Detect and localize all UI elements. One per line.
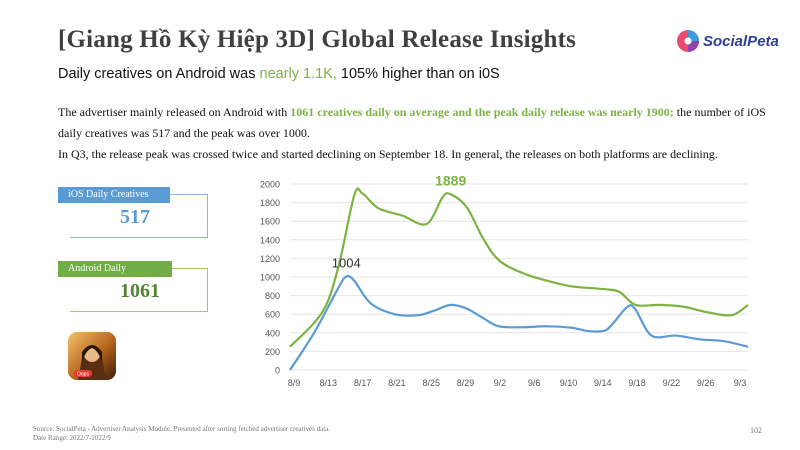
subtitle-before: Daily creatives on Android was <box>58 66 260 82</box>
game-icon: Oops <box>68 332 116 380</box>
y-tick-label: 400 <box>265 328 280 338</box>
subtitle-highlight: nearly 1.1K, <box>259 66 337 82</box>
y-tick-label: 0 <box>275 366 280 376</box>
description-paragraph-2: In Q3, the release peak was crossed twic… <box>58 147 718 161</box>
y-tick-label: 1600 <box>260 217 280 227</box>
subtitle: Daily creatives on Android was nearly 1.… <box>58 66 500 82</box>
android-daily-card: Android Daily Creatives 1061 <box>58 261 208 312</box>
x-tick-label: 9/22 <box>663 378 681 388</box>
x-tick-label: 8/29 <box>457 378 475 388</box>
socialpeta-logo-icon <box>677 30 699 52</box>
x-tick-label: 8/13 <box>320 378 338 388</box>
data-label-android: 1889 <box>435 172 466 188</box>
x-tick-label: 8/9 <box>288 378 301 388</box>
page-number: 102 <box>750 426 762 435</box>
data-label-ios: 1004 <box>332 256 361 271</box>
y-tick-label: 1000 <box>260 273 280 283</box>
desc-line1-highlight: 1061 creatives daily on average and the … <box>290 105 674 119</box>
logo-text: SocialPeta <box>703 32 779 50</box>
footer-date-range: Date Range: 2022/7-2022/9 <box>33 434 111 442</box>
x-tick-label: 8/17 <box>354 378 372 388</box>
y-tick-label: 200 <box>265 347 280 357</box>
y-tick-label: 800 <box>265 291 280 301</box>
brand-logo: SocialPeta <box>676 29 779 53</box>
x-tick-label: 9/2 <box>494 378 507 388</box>
chart-y-axis: 0 200 400 600 800 1000 1200 1400 1600 1800 2000 <box>260 180 280 376</box>
android-card-value: 1061 <box>120 280 160 302</box>
subtitle-after: 105% higher than on i0S <box>336 66 500 82</box>
x-tick-label: 9/14 <box>594 378 612 388</box>
footer-source: Source: SocialPeta - Advertiser Analysis… <box>33 425 330 443</box>
x-tick-label: 9/26 <box>697 378 715 388</box>
y-tick-label: 600 <box>265 310 280 320</box>
ios-card-label: iOS Daily Creatives <box>58 187 170 203</box>
desc-line1-before: The advertiser mainly released on Androi… <box>58 105 291 119</box>
description-paragraph-1: The advertiser mainly released on Androi… <box>58 102 766 144</box>
x-tick-label: 8/21 <box>388 378 406 388</box>
page-title: [Giang Hồ Kỳ Hiệp 3D] Global Release Ins… <box>58 26 577 53</box>
chart-x-axis: 8/9 8/13 8/17 8/21 8/25 8/29 9/2 9/6 9/10 9/14 9/1… <box>288 378 747 388</box>
series-line-android <box>289 187 749 348</box>
desc-line1-after: the number of iOS daily creatives was 51… <box>58 105 766 140</box>
android-card-label: Android Daily Creatives <box>58 261 172 290</box>
game-artwork-icon: Oops <box>68 332 116 380</box>
y-tick-label: 1800 <box>260 198 280 208</box>
chart-series <box>289 187 749 371</box>
chart-data-labels: 1889 1004 <box>332 172 467 270</box>
y-tick-label: 2000 <box>260 180 280 190</box>
y-tick-label: 1200 <box>260 254 280 264</box>
ios-card-value: 517 <box>120 206 150 228</box>
chart-gridlines <box>290 183 748 371</box>
description: The advertiser mainly released on Androi… <box>58 102 766 165</box>
game-badge: Oops <box>77 372 89 378</box>
x-tick-label: 9/18 <box>628 378 646 388</box>
x-tick-label: 9/3 <box>734 378 747 388</box>
series-line-ios <box>289 275 749 371</box>
x-tick-label: 9/6 <box>528 378 541 388</box>
x-tick-label: 8/25 <box>422 378 440 388</box>
ios-daily-card: iOS Daily Creatives 517 <box>58 187 208 238</box>
x-tick-label: 9/10 <box>560 378 578 388</box>
footer-source-text: Source: SocialPeta - Advertiser Analysis… <box>33 425 331 433</box>
y-tick-label: 1400 <box>260 235 280 245</box>
